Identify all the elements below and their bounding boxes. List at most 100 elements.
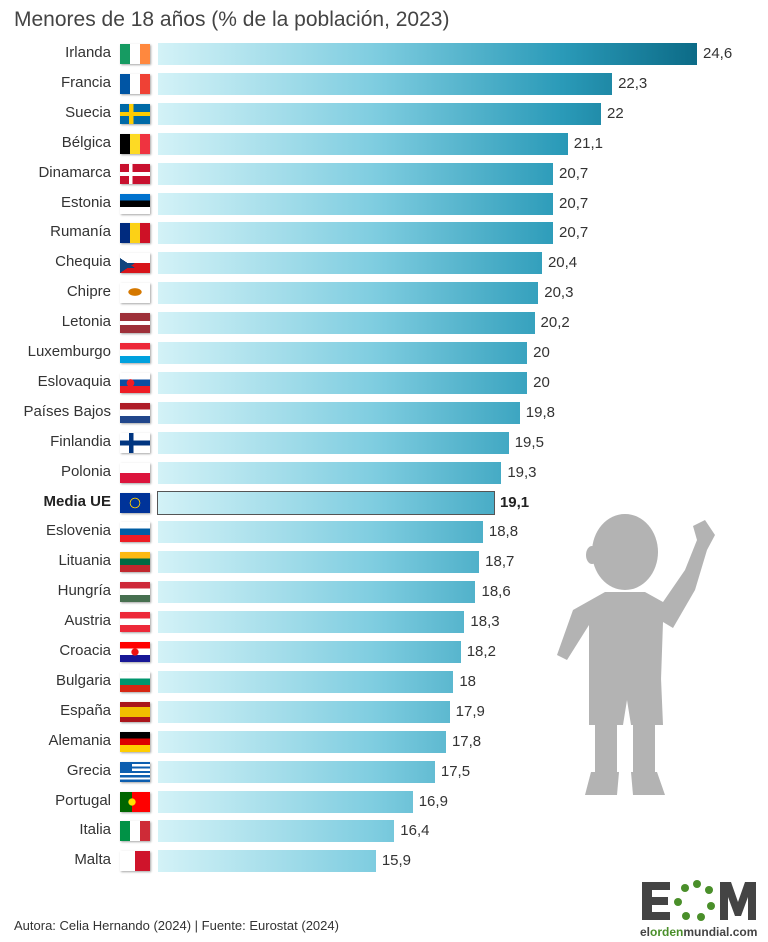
value-label: 20,4 xyxy=(547,254,578,272)
category-label: Francia xyxy=(60,73,111,91)
value-label: 24,6 xyxy=(703,45,733,62)
bar-row: Lituania 18,7 xyxy=(0,551,768,574)
bar xyxy=(158,760,435,783)
bar-row: Bélgica 21,1 xyxy=(0,132,768,155)
bar xyxy=(158,820,395,843)
category-label: Eslovenia xyxy=(45,522,111,540)
bar xyxy=(158,850,376,873)
flag-icon xyxy=(120,193,150,214)
value-label: 22 xyxy=(607,104,624,122)
category-label: Estonia xyxy=(60,193,111,211)
category-label: Suecia xyxy=(65,103,111,121)
bar xyxy=(158,252,542,275)
category-label: Bulgaria xyxy=(55,671,111,689)
bar xyxy=(157,490,495,515)
value-label: 21,1 xyxy=(573,134,603,152)
bar xyxy=(158,401,520,424)
bar-row: Austria 18,3 xyxy=(0,611,768,634)
bar-row: Estonia 20,7 xyxy=(0,192,768,215)
bar-row: Suecia 22 xyxy=(0,102,768,125)
category-label: Bélgica xyxy=(61,133,111,151)
bar-row: Eslovaquia 20 xyxy=(0,371,768,394)
category-label: Chipre xyxy=(66,283,111,301)
category-label: Luxemburgo xyxy=(27,343,111,360)
category-label: Alemania xyxy=(48,731,111,749)
eom-logo: elordenmundial.com xyxy=(640,880,760,939)
value-label: 20,3 xyxy=(544,284,574,302)
category-label: Irlanda xyxy=(65,44,111,61)
value-label: 17,9 xyxy=(455,702,485,720)
flag-icon xyxy=(120,283,150,304)
bar xyxy=(158,371,528,394)
flag-icon xyxy=(120,612,150,633)
bar xyxy=(158,162,554,185)
value-label: 18,3 xyxy=(470,613,500,631)
bar-row: Malta 15,9 xyxy=(0,850,768,873)
bar-row: Rumanía 20,7 xyxy=(0,222,768,245)
bar-row: Países Bajos 19,8 xyxy=(0,401,768,424)
flag-icon xyxy=(120,103,150,124)
bar xyxy=(158,730,446,753)
bar-row: Finlandia 19,5 xyxy=(0,431,768,454)
value-label: 17,8 xyxy=(451,732,482,750)
category-label: Dinamarca xyxy=(38,163,111,181)
bar xyxy=(158,551,480,574)
flag-icon xyxy=(120,253,150,274)
flag-icon xyxy=(120,492,150,513)
category-label: Grecia xyxy=(66,761,111,779)
bar xyxy=(158,700,450,723)
chart-title: Menores de 18 años (% de la población, 2… xyxy=(14,8,450,31)
value-label: 20 xyxy=(533,344,550,361)
value-label: 22,3 xyxy=(618,74,648,92)
bar xyxy=(158,282,539,305)
category-label: Finlandia xyxy=(50,432,111,450)
value-label: 18,6 xyxy=(481,583,511,601)
flag-icon xyxy=(120,313,150,334)
category-label: Croacia xyxy=(59,642,111,659)
category-label: Hungría xyxy=(57,582,111,600)
value-label: 19,5 xyxy=(514,433,544,451)
bar xyxy=(158,72,613,95)
bar-row: Chequia 20,4 xyxy=(0,252,768,275)
bar-row: Bulgaria 18 xyxy=(0,670,768,693)
value-label: 18 xyxy=(459,672,477,690)
bar xyxy=(158,43,697,65)
category-label: España xyxy=(60,701,111,719)
category-label: Eslovaquia xyxy=(37,372,111,390)
bar xyxy=(158,461,502,484)
bar xyxy=(158,222,554,245)
flag-icon xyxy=(120,761,150,782)
bar xyxy=(158,521,483,544)
category-label: Países Bajos xyxy=(23,402,111,420)
category-label: Portugal xyxy=(55,791,111,809)
category-label: Austria xyxy=(64,612,111,630)
value-label: 15,9 xyxy=(381,852,412,870)
value-label: 18,8 xyxy=(488,523,519,541)
category-label: Malta xyxy=(74,851,111,869)
flag-icon xyxy=(120,163,150,184)
bar-row: Grecia 17,5 xyxy=(0,760,768,783)
category-label: Lituania xyxy=(58,552,111,570)
flag-icon xyxy=(120,791,150,812)
value-label: 20,7 xyxy=(559,164,589,182)
logo-url-part: mundial.com xyxy=(683,925,758,939)
bar-row: Dinamarca 20,7 xyxy=(0,162,768,185)
flag-icon xyxy=(120,73,150,94)
bar xyxy=(158,192,554,215)
bar xyxy=(158,431,509,454)
eom-logo-icon xyxy=(642,880,756,921)
value-label: 20,7 xyxy=(559,224,589,242)
bar-row: Croacia 18,2 xyxy=(0,641,768,663)
flag-icon xyxy=(120,821,150,842)
flag-icon xyxy=(120,701,150,722)
flag-icon xyxy=(120,133,150,154)
bar xyxy=(158,641,461,663)
bar-row: Eslovenia 18,8 xyxy=(0,521,768,544)
bar xyxy=(158,132,568,155)
bar-row: Luxemburgo 20 xyxy=(0,342,768,364)
bar-row: Italia 16,4 xyxy=(0,820,768,843)
bar-row: Francia 22,3 xyxy=(0,72,768,95)
value-label: 20 xyxy=(533,373,550,391)
flag-icon xyxy=(120,402,150,423)
value-label: 17,5 xyxy=(440,762,471,780)
